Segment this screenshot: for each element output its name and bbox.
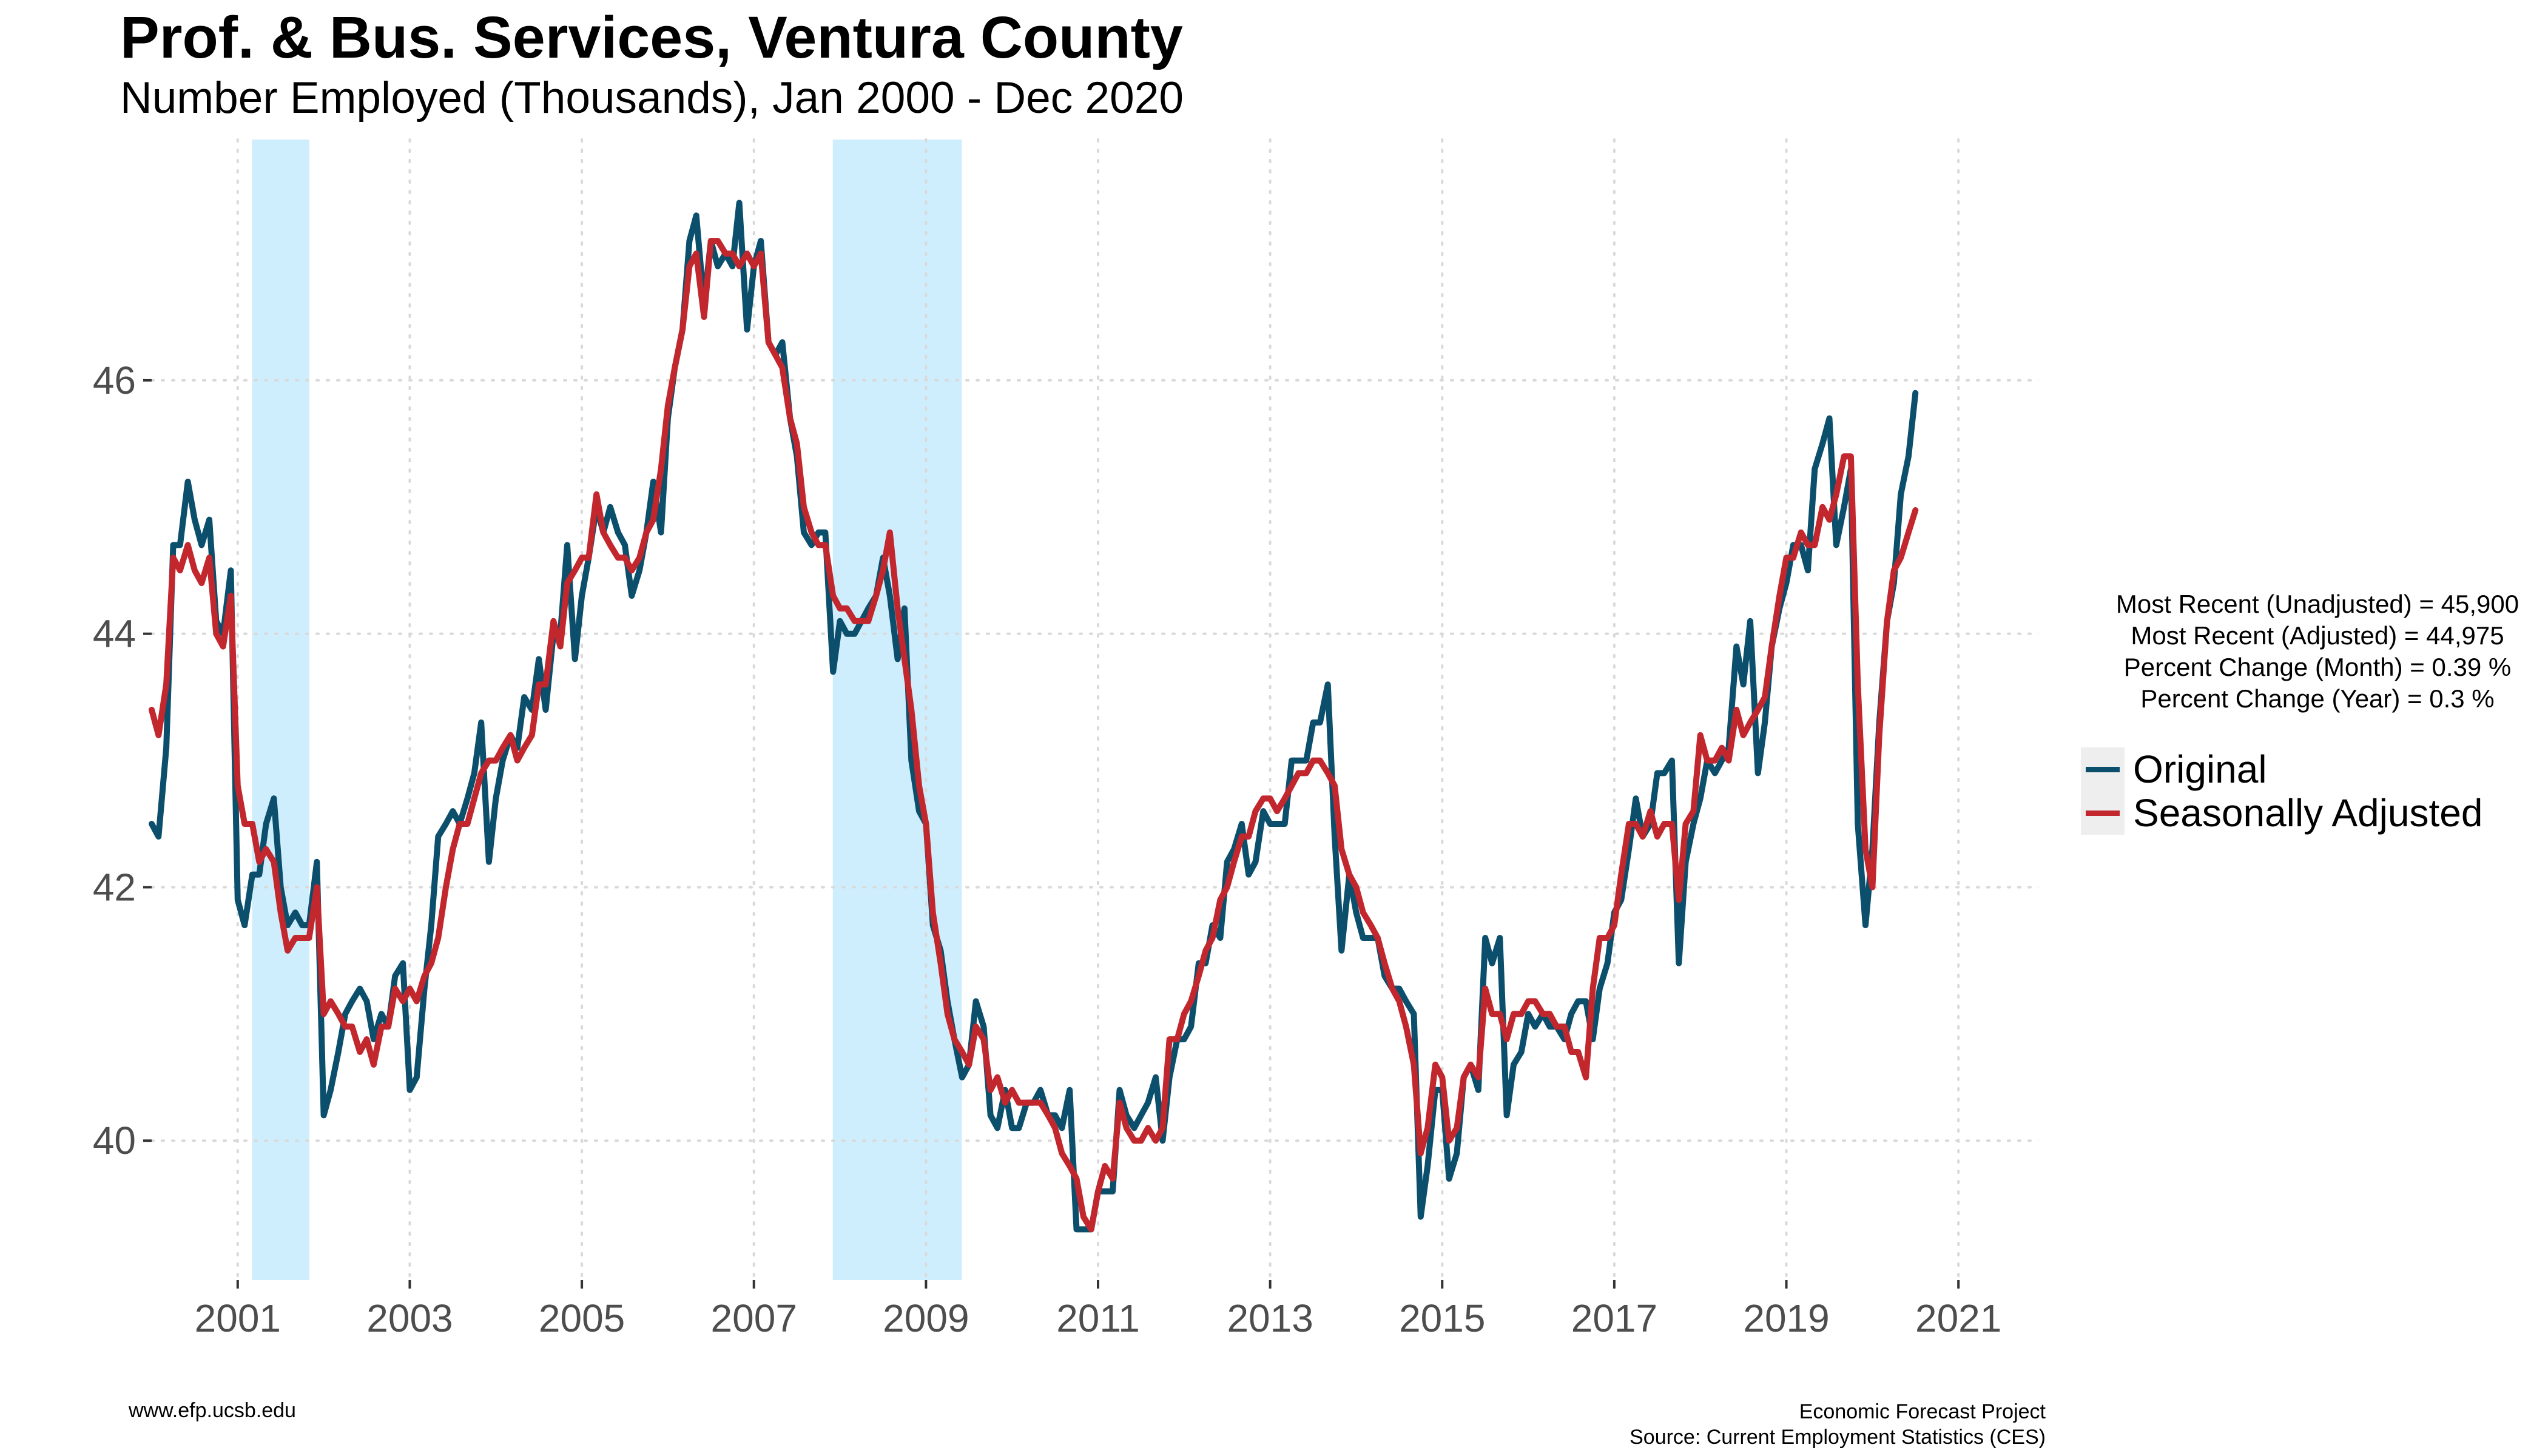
- stat-unadjusted: Most Recent (Unadjusted) = 45,900: [2115, 590, 2519, 618]
- plot-area: 2001 2003 2005 2007 2009 2011 2013 2015 2017 2019…: [93, 138, 2038, 1340]
- x-tick-label: 2021: [1915, 1296, 2001, 1340]
- y-tick-label: 42: [93, 865, 136, 909]
- recession-band-2: [832, 140, 962, 1280]
- x-tick-label: 2009: [883, 1296, 969, 1340]
- y-tick-label: 46: [93, 359, 136, 402]
- recession-bands: [252, 140, 962, 1280]
- legend-label: Original: [2133, 747, 2267, 791]
- legend-label: Seasonally Adjusted: [2133, 791, 2483, 835]
- stat-adjusted: Most Recent (Adjusted) = 44,975: [2131, 621, 2504, 650]
- axis-ticks: 2001 2003 2005 2007 2009 2011 2013 2015 2017 2019…: [93, 359, 2002, 1340]
- legend-key-original: [2081, 747, 2125, 791]
- stats-box: Most Recent (Unadjusted) = 45,900 Most R…: [2051, 588, 2548, 715]
- x-tick-label: 2015: [1399, 1296, 1485, 1340]
- x-tick-label: 2007: [711, 1296, 797, 1340]
- chart-title: Prof. & Bus. Services, Ventura County: [120, 4, 1183, 70]
- x-tick-label: 2005: [539, 1296, 625, 1340]
- legend-item-seasonally-adjusted: Seasonally Adjusted: [2081, 791, 2482, 835]
- x-tick-label: 2003: [366, 1296, 453, 1340]
- stat-year-change: Percent Change (Year) = 0.3 %: [2140, 684, 2495, 713]
- legend-key-seasonally-adjusted: [2081, 791, 2125, 835]
- footer-source-line2: Source: Current Employment Statistics (C…: [1630, 1426, 2046, 1449]
- footer-source-line1: Economic Forecast Project: [1799, 1400, 2046, 1423]
- y-tick-label: 44: [93, 612, 136, 656]
- series-line-seasonally-adjusted: [149, 238, 1919, 1233]
- series-lines: [149, 200, 1919, 1233]
- recession-band-1: [252, 140, 309, 1280]
- legend: Original Seasonally Adjusted: [2081, 747, 2482, 835]
- x-tick-label: 2011: [1056, 1296, 1140, 1340]
- chart-subtitle: Number Employed (Thousands), Jan 2000 - …: [120, 73, 1184, 123]
- series-line-original: [149, 200, 1919, 1233]
- stat-month-change: Percent Change (Month) = 0.39 %: [2123, 653, 2512, 681]
- x-tick-label: 2017: [1571, 1296, 1657, 1340]
- legend-item-original: Original: [2081, 747, 2482, 791]
- x-tick-label: 2001: [195, 1296, 281, 1340]
- x-tick-label: 2013: [1227, 1296, 1313, 1340]
- x-tick-label: 2019: [1743, 1296, 1829, 1340]
- footer-source: Economic Forecast Project Source: Curren…: [1630, 1399, 2046, 1450]
- footer-website: www.efp.ucsb.edu: [129, 1399, 296, 1422]
- y-tick-label: 40: [93, 1119, 136, 1162]
